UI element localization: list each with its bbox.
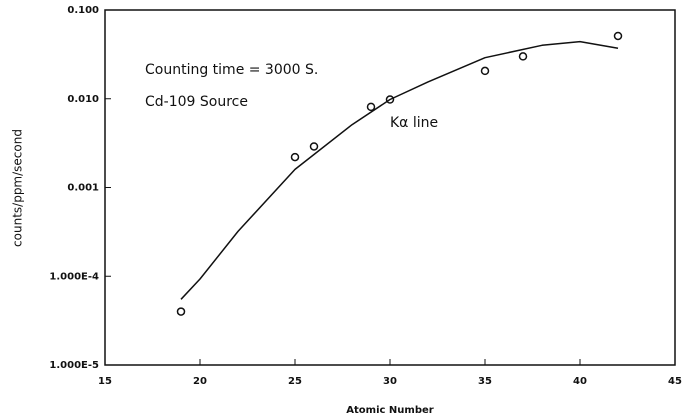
x-tick-label: 30: [383, 376, 397, 387]
x-axis-label: Atomic Number: [346, 405, 433, 416]
x-tick-label: 20: [193, 376, 207, 387]
y-tick-label: 0.100: [67, 5, 99, 16]
y-tick-label: 1.000E-5: [49, 360, 99, 371]
data-point: [385, 95, 395, 104]
x-tick-label: 45: [668, 376, 682, 387]
annotation: Kα line: [390, 115, 438, 131]
x-tick-label: 40: [573, 376, 587, 387]
y-tick-label: 0.001: [67, 183, 99, 194]
data-point: [518, 52, 528, 61]
data-point: [613, 31, 623, 41]
y-tick-label: 0.010: [67, 94, 99, 105]
fit-curve: [180, 40, 619, 300]
x-tick-label: 15: [98, 376, 112, 387]
y-axis-label: counts/ppm/second: [11, 129, 25, 247]
data-point: [309, 142, 319, 151]
data-point: [176, 307, 186, 316]
annotation: Counting time = 3000 S.: [145, 62, 318, 78]
annotation: Cd-109 Source: [145, 94, 248, 110]
data-point: [290, 152, 300, 162]
data-point: [480, 66, 490, 76]
x-tick-label: 25: [288, 376, 302, 387]
data-point: [366, 102, 376, 112]
x-tick-label: 35: [478, 376, 492, 387]
y-tick-label: 1.000E-4: [49, 271, 99, 282]
